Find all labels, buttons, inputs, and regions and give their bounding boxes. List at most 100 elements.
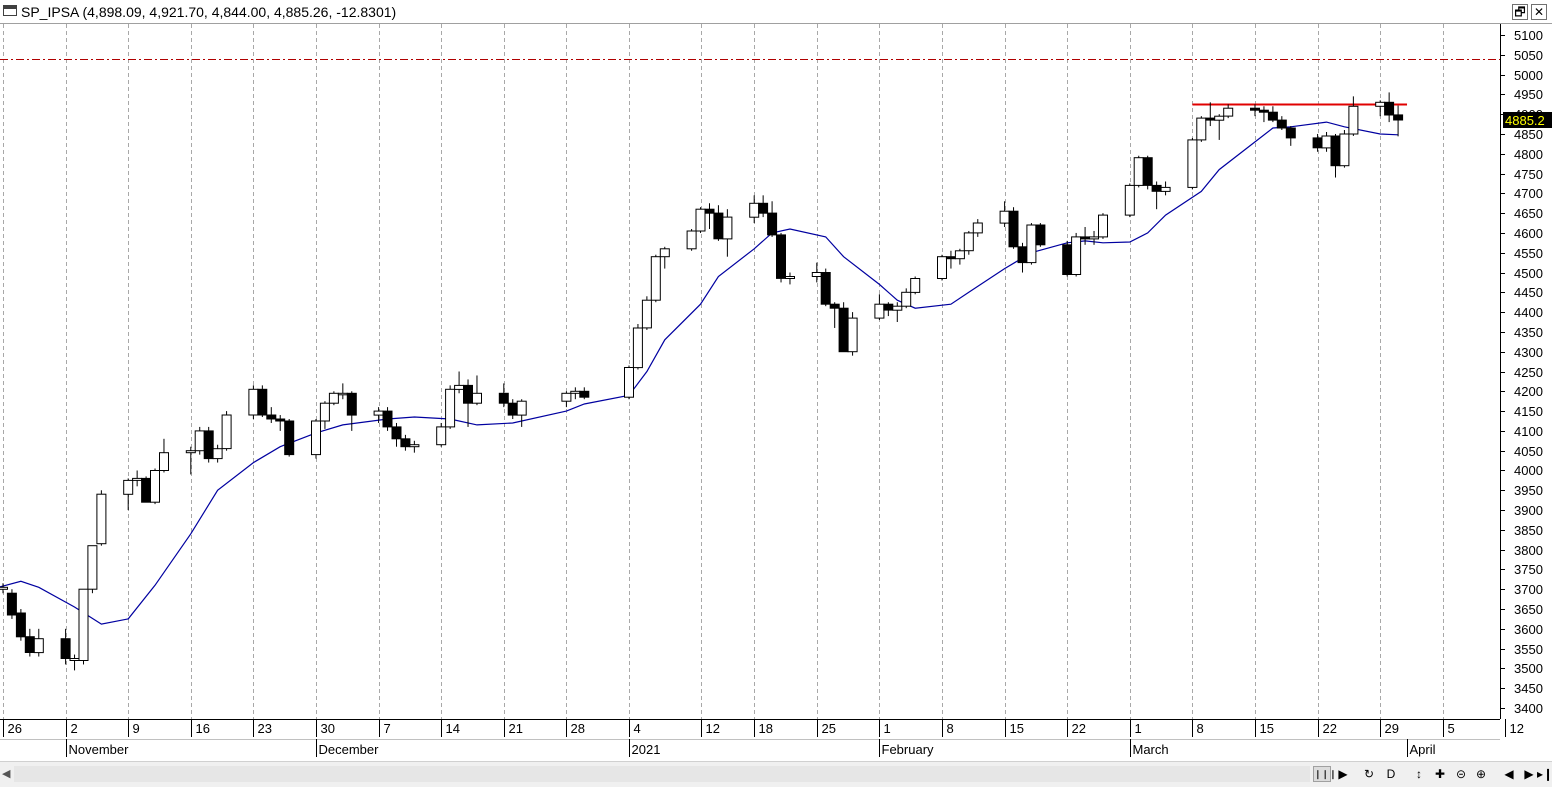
price-tick-label: 4500 [1514,266,1543,281]
price-chart[interactable]: 3400 3450 3500 3550 3600 3650 3700 3750 3800 3850… [0,24,1552,761]
candle [1330,133,1341,178]
candle-body-up [1187,139,1198,188]
candle-body-up [874,303,885,319]
candle-body-up [972,222,983,234]
price-tick-label: 3950 [1514,483,1543,498]
vertical-resize-icon[interactable]: ↕ [1416,767,1422,781]
candle-body-up [963,232,974,252]
candle-body-down [400,438,411,448]
day-tick-label: 25 [822,721,836,736]
price-tick-label: 3500 [1514,661,1543,676]
candle [776,232,786,283]
candle-body-up [123,479,134,495]
move-icon[interactable]: ✚ [1434,767,1446,781]
candle-body-up [1160,186,1171,192]
end-icon[interactable]: ▸❙ [1536,767,1552,781]
price-axis-background [1500,24,1552,737]
candle-body-up [650,256,661,301]
candle-body-up [937,256,947,279]
candle [659,246,670,269]
period-d-button[interactable]: D [1386,767,1396,781]
restore-button[interactable]: 🗗 [1512,4,1528,20]
candle-body-down [829,303,840,309]
scroll-right-icon[interactable]: ▶ [1524,767,1534,781]
candle [901,288,912,309]
zoom-in-icon[interactable]: ⊕ [1475,767,1487,781]
price-tick-label: 4600 [1514,226,1543,241]
candle-body-down [945,256,956,260]
candle-body-up [454,384,465,390]
candle [1142,155,1153,190]
candle [1196,116,1207,142]
candle [141,476,152,503]
candle-body-up [624,367,634,398]
candle-body-up [472,392,482,404]
day-tick-label: 2 [71,721,78,736]
candle [266,407,277,423]
candle-body-up [194,430,205,452]
scroll-left-icon[interactable]: ◀ [1504,767,1514,781]
candle-body-down [391,426,402,440]
candle-body-up [185,450,196,454]
scroll-track[interactable] [14,766,1310,782]
candle-body-up [1321,135,1332,149]
candle-body-up [33,638,44,654]
scroll-left-arrow-icon[interactable]: ◀ [2,768,11,780]
candle-body-up [96,493,107,545]
zoom-out-icon[interactable]: ⊝ [1455,767,1467,781]
candle [704,203,715,229]
candle-body-down [1205,117,1216,121]
candle [284,419,295,457]
day-tick-label: 12 [706,721,720,736]
day-tick-label: 23 [258,721,272,736]
candle [999,201,1010,228]
candle-body-up [892,305,903,311]
price-tick-label: 5000 [1514,68,1543,83]
candle [24,628,35,657]
day-tick-label: 22 [1323,721,1337,736]
candle-body-down [1384,101,1395,116]
candle-body-down [203,430,214,460]
candle [641,296,652,330]
candle [963,230,974,255]
candle [579,387,590,400]
candle-body-down [1151,184,1162,192]
candle [1062,240,1073,277]
candle [1258,106,1269,123]
candle-body-down [498,392,509,404]
candle [454,371,465,394]
candle-body-up [159,452,169,472]
day-tick-label: 8 [1197,721,1204,736]
candle-body-up [1348,105,1359,135]
price-tick-label: 3700 [1514,582,1543,597]
candle [212,444,223,463]
axes-layer: 3400 3450 3500 3550 3600 3650 3700 3750 3800 3850… [0,24,1552,761]
chart-area[interactable]: 3400 3450 3500 3550 3600 3650 3700 3750 3800 3850… [0,24,1552,761]
day-tick-label: 14 [446,721,460,736]
candle-body-up [1124,184,1135,216]
day-tick-label: 16 [196,721,210,736]
candle [972,219,983,237]
candle-body-up [722,216,733,240]
candle [1133,155,1144,188]
day-tick-label: 15 [1010,721,1024,736]
candle [1393,105,1404,137]
candle [954,248,965,265]
play-right-icon[interactable]: ▶ [1338,767,1348,781]
day-tick-label: 26 [8,721,22,736]
candle-body-up [901,291,912,307]
candle-body-up [1339,133,1350,167]
candle-body-up [319,402,330,422]
price-tick-label: 3800 [1514,543,1543,558]
candle-body-down [1080,236,1091,240]
scroll-thumb[interactable]: ❙❙❙ [1313,766,1337,782]
candle-body-up [1196,117,1207,141]
close-button[interactable]: ✕ [1531,4,1547,20]
candle [472,375,482,406]
candle-body-down [704,208,715,214]
refresh-icon[interactable]: ↻ [1363,767,1375,781]
chart-window-icon [3,5,17,16]
price-tick-label: 4350 [1514,325,1543,340]
candle [1267,106,1278,123]
candle-body-down [507,402,518,416]
